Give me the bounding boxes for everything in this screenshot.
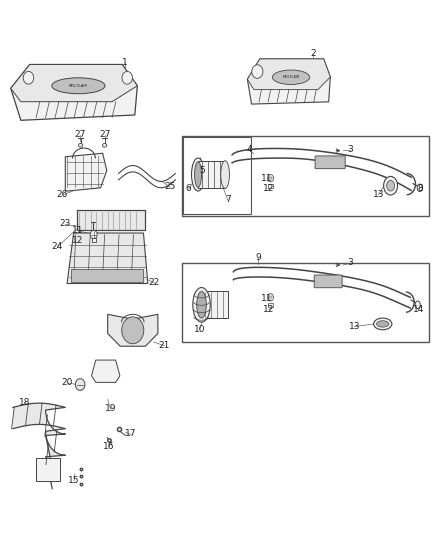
Circle shape xyxy=(268,174,274,182)
Bar xyxy=(71,269,144,282)
Text: MULTLAIR: MULTLAIR xyxy=(69,84,88,88)
Polygon shape xyxy=(92,360,120,382)
Ellipse shape xyxy=(417,184,423,191)
Text: 15: 15 xyxy=(68,476,80,484)
Polygon shape xyxy=(11,64,138,120)
Circle shape xyxy=(252,65,263,78)
Text: 23: 23 xyxy=(60,220,71,229)
Bar xyxy=(268,303,273,307)
Text: 1: 1 xyxy=(122,59,128,67)
Polygon shape xyxy=(108,314,158,346)
Bar xyxy=(268,184,273,188)
Ellipse shape xyxy=(221,161,230,188)
Circle shape xyxy=(90,230,97,239)
Text: 9: 9 xyxy=(255,253,261,262)
Ellipse shape xyxy=(194,162,201,187)
Text: 8: 8 xyxy=(417,184,423,193)
Ellipse shape xyxy=(384,176,398,195)
Text: 19: 19 xyxy=(105,405,117,414)
Text: 26: 26 xyxy=(56,190,67,199)
Circle shape xyxy=(122,317,144,344)
Ellipse shape xyxy=(415,301,420,309)
Text: 5: 5 xyxy=(200,166,205,175)
Bar xyxy=(182,136,428,216)
FancyBboxPatch shape xyxy=(35,458,60,481)
Ellipse shape xyxy=(78,143,83,147)
Text: 4: 4 xyxy=(247,145,252,154)
Text: 13: 13 xyxy=(349,321,360,330)
Ellipse shape xyxy=(272,70,310,84)
Text: 27: 27 xyxy=(74,130,86,139)
Text: 16: 16 xyxy=(103,442,115,451)
Text: 3: 3 xyxy=(347,259,353,267)
Bar xyxy=(201,292,228,318)
Text: 22: 22 xyxy=(149,278,160,287)
Polygon shape xyxy=(13,403,65,489)
Ellipse shape xyxy=(197,292,206,318)
Text: 2: 2 xyxy=(310,50,316,58)
Ellipse shape xyxy=(387,180,395,191)
Ellipse shape xyxy=(52,78,105,94)
FancyBboxPatch shape xyxy=(315,156,345,168)
Ellipse shape xyxy=(193,287,210,322)
Text: 17: 17 xyxy=(125,430,137,439)
Text: 27: 27 xyxy=(99,130,110,139)
FancyBboxPatch shape xyxy=(314,275,342,288)
Text: 12: 12 xyxy=(72,237,84,246)
Text: 14: 14 xyxy=(413,304,425,313)
Ellipse shape xyxy=(102,143,107,147)
Text: 18: 18 xyxy=(19,398,31,407)
Text: 25: 25 xyxy=(164,182,176,191)
Text: 12: 12 xyxy=(263,304,275,313)
Polygon shape xyxy=(11,64,138,102)
Text: MULTLAIR: MULTLAIR xyxy=(283,75,300,79)
Text: 12: 12 xyxy=(263,184,275,193)
Ellipse shape xyxy=(374,318,392,330)
Bar xyxy=(182,263,428,342)
Text: 11: 11 xyxy=(261,174,273,183)
Polygon shape xyxy=(65,154,107,191)
Polygon shape xyxy=(67,233,148,284)
Text: 10: 10 xyxy=(194,325,205,334)
Bar xyxy=(183,138,251,214)
Bar xyxy=(92,238,96,242)
Circle shape xyxy=(122,71,132,84)
FancyBboxPatch shape xyxy=(77,210,145,230)
Text: 21: 21 xyxy=(159,341,170,350)
Polygon shape xyxy=(247,59,330,90)
Text: 3: 3 xyxy=(347,145,353,154)
Ellipse shape xyxy=(191,158,205,191)
Circle shape xyxy=(268,294,274,301)
Text: 7: 7 xyxy=(225,195,231,204)
Text: 20: 20 xyxy=(61,378,73,387)
Text: 6: 6 xyxy=(186,184,191,193)
Circle shape xyxy=(23,71,34,84)
Text: 13: 13 xyxy=(373,190,384,199)
Text: 11: 11 xyxy=(72,226,84,235)
Bar xyxy=(77,210,145,230)
Text: 24: 24 xyxy=(52,242,63,251)
Ellipse shape xyxy=(377,321,389,327)
Bar xyxy=(198,161,225,188)
Text: 11: 11 xyxy=(261,294,273,303)
Polygon shape xyxy=(247,59,330,104)
Circle shape xyxy=(75,378,85,390)
